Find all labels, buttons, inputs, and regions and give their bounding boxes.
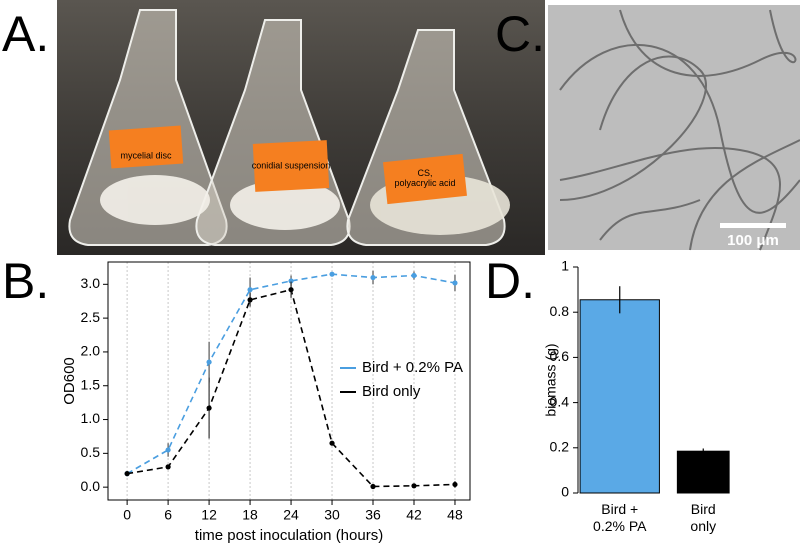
bar xyxy=(579,299,660,494)
panel-letter: D. xyxy=(485,253,535,309)
x-axis-label: time post inoculation (hours) xyxy=(195,527,383,544)
flask-tag xyxy=(252,140,330,192)
bar xyxy=(676,450,730,494)
y-tick-label: 2.0 xyxy=(81,343,101,359)
y-tick-label: 1.0 xyxy=(81,410,101,426)
point xyxy=(288,287,294,293)
x-tick-label: 48 xyxy=(447,507,463,523)
y-tick-label: 0.4 xyxy=(550,393,570,409)
point xyxy=(411,272,417,279)
flask-label: conidial suspension xyxy=(252,160,331,170)
flask-label: mycelial disc xyxy=(120,150,172,160)
x-tick-label: 36 xyxy=(365,507,381,523)
plot-frame xyxy=(107,261,471,501)
x-tick-label: 12 xyxy=(201,507,217,523)
x-tick-label: 24 xyxy=(283,507,299,523)
point xyxy=(411,483,417,489)
point xyxy=(329,271,335,277)
x-tick-label: 42 xyxy=(406,507,422,523)
flask-tag xyxy=(383,153,467,205)
point xyxy=(370,274,376,281)
flask-tag xyxy=(108,125,184,169)
y-tick-label: 0.6 xyxy=(550,348,570,364)
y-tick-label: 1 xyxy=(561,258,569,274)
y-tick-label: 0.2 xyxy=(550,439,570,455)
y-axis-label: OD600 xyxy=(61,357,78,405)
point xyxy=(165,464,171,470)
panel-letter: B. xyxy=(2,253,49,309)
point xyxy=(247,287,253,293)
photo-c xyxy=(548,5,800,250)
x-tick-label: 30 xyxy=(324,507,340,523)
hyphae xyxy=(559,9,800,251)
x-tick-label: 18 xyxy=(242,507,258,523)
panel-letter: A. xyxy=(2,6,49,62)
scale-bar xyxy=(720,223,786,228)
y-tick-label: 3.0 xyxy=(81,275,101,291)
scale-label: 100 μm xyxy=(727,232,779,249)
point xyxy=(247,297,253,303)
panel-letter: C. xyxy=(495,6,545,62)
x-tick-label: Bird only xyxy=(690,501,717,534)
y-tick-label: 0.5 xyxy=(81,444,101,460)
y-tick-label: 2.5 xyxy=(81,309,101,325)
legend-label: Bird only xyxy=(362,383,421,400)
y-tick-label: 0.0 xyxy=(81,478,101,494)
point xyxy=(329,440,335,446)
point xyxy=(124,471,130,477)
point xyxy=(452,481,458,488)
y-tick-label: 1.5 xyxy=(81,376,101,392)
point xyxy=(206,405,212,411)
legend-label: Bird + 0.2% PA xyxy=(362,359,463,376)
point xyxy=(165,447,171,453)
flask-label: CS, polyacrylic acid xyxy=(394,168,455,188)
point xyxy=(206,359,212,365)
y-tick-label: 0 xyxy=(561,484,569,500)
y-tick-label: 0.8 xyxy=(550,303,570,319)
y-axis-label: biomass (g) xyxy=(543,343,559,416)
point xyxy=(288,278,294,284)
point xyxy=(452,280,458,286)
x-tick-label: 6 xyxy=(164,507,172,523)
x-tick-label: 0 xyxy=(123,507,131,523)
x-tick-label: Bird + 0.2% PA xyxy=(593,501,647,534)
point xyxy=(370,483,376,490)
